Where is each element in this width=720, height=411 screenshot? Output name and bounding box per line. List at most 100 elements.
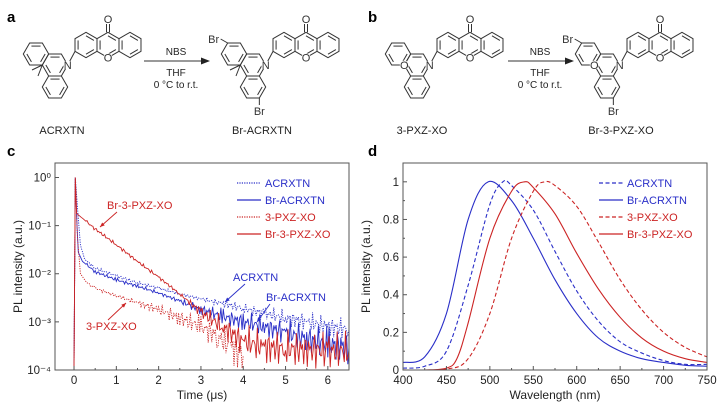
conditions-label: 0 °C to r.t. (518, 80, 563, 91)
methyl-bond (31, 64, 43, 71)
double-bond (305, 49, 315, 55)
y-tick-label: 0.4 (383, 290, 400, 302)
nitrogen-atom: N (262, 60, 270, 72)
double-bond (491, 49, 501, 55)
legend-entry: ACRXTN (627, 178, 672, 190)
series-line-br-acrxtn (403, 180, 707, 367)
benzene-ring (41, 75, 69, 99)
double-bond (637, 49, 647, 55)
xanthone-oxygen: O (104, 53, 113, 65)
carbonyl-oxygen-mask (655, 14, 665, 24)
x-axis-label: Time (μs) (177, 388, 227, 402)
y-tick-label: 10⁻² (28, 269, 51, 281)
legend-entry: 3-PXZ-XO (627, 212, 678, 224)
benzene-ring (118, 31, 142, 59)
legend-entry: Br-3-PXZ-XO (627, 229, 693, 241)
nitrogen-atom-mask (63, 60, 73, 70)
bromine-atom-mask (253, 104, 266, 117)
reagent-label: NBS (530, 47, 551, 58)
x-tick-label: 4 (240, 375, 247, 387)
carbonyl-oxygen: O (656, 14, 665, 26)
double-bond (469, 35, 479, 41)
benzene-ring (480, 31, 504, 59)
bromine-atom-mask (561, 33, 574, 46)
x-tick-label: 0 (71, 375, 77, 387)
legend-entry: ACRXTN (265, 178, 310, 190)
x-tick-label: 600 (567, 375, 586, 387)
double-bond (45, 86, 51, 96)
double-bond (611, 64, 617, 74)
double-bond (637, 35, 647, 41)
series-line-br-acrxtn (73, 177, 349, 370)
double-bond (447, 35, 457, 41)
series-line-3-pxz-xo (73, 177, 244, 370)
double-bond (469, 49, 479, 55)
phenoxazine-oxygen: O (590, 60, 599, 72)
pl-spectra-chart: 400 450 500 550 600 650 700 750 0 0.2 0.4 0.6 0.8 1 Wa… (359, 162, 717, 402)
y-tick-label: 10⁻³ (28, 317, 51, 329)
double-bond (129, 49, 139, 55)
double-bond (327, 49, 337, 55)
arrow-head-icon (565, 57, 574, 65)
curve-annotation: Br-3-PXZ-XO (107, 200, 173, 212)
double-bond (421, 64, 427, 74)
x-tick-label: 750 (697, 375, 716, 387)
pl-decay-chart: 0 1 2 3 4 5 6 10⁰ 10⁻¹ 10⁻² 10⁻³ 10⁻⁴ Time (μs) PL in… (11, 162, 350, 402)
double-bond (611, 86, 617, 96)
double-bond (283, 35, 293, 41)
double-bond (407, 86, 413, 96)
phenoxazine-oxygen: O (400, 60, 409, 72)
double-bond (26, 53, 32, 63)
legend-entry: Br-ACRXTN (627, 195, 687, 207)
x-tick-label: 650 (611, 375, 630, 387)
x-tick-label: 400 (393, 375, 412, 387)
series-line-br-3-pxz-xo (403, 181, 707, 370)
series-line-acrxtn (403, 179, 707, 369)
double-bond (257, 64, 263, 74)
bromine-atom-mask (607, 104, 620, 117)
benzene-ring (316, 31, 340, 59)
curve-annotation: Br-ACRXTN (266, 292, 326, 304)
double-bond (59, 86, 65, 96)
y-tick-label: 10⁻¹ (28, 221, 51, 233)
bromine-atom: Br (208, 34, 219, 46)
phenoxazine-oxygen-mask (589, 60, 599, 70)
panel-label-b: b (368, 9, 377, 26)
xanthone-oxygen-mask (301, 53, 311, 63)
double-bond (592, 53, 598, 63)
x-tick-label: 5 (282, 375, 288, 387)
double-bond (129, 35, 139, 41)
x-tick-label: 2 (155, 375, 161, 387)
solvent-label: THF (530, 68, 549, 79)
double-bond (243, 64, 249, 74)
double-bond (59, 64, 65, 74)
arrow-head-icon (201, 57, 210, 65)
bond (574, 38, 582, 44)
y-axis-label: PL intensity (a.u.) (359, 220, 373, 313)
bromine-atom-mask (207, 33, 220, 46)
reactant-name: 3-PXZ-XO (397, 125, 448, 137)
y-tick-label: 10⁻⁴ (27, 365, 51, 377)
benzene-ring (670, 31, 694, 59)
carbonyl-oxygen: O (466, 14, 475, 26)
double-bond (243, 86, 249, 96)
carbonyl-oxygen-mask (301, 14, 311, 24)
curve-annotation: 3-PXZ-XO (86, 321, 137, 333)
arrow-head-icon (257, 317, 262, 322)
double-bond (681, 49, 691, 55)
molecule-structure: N O O O (384, 14, 504, 99)
panel-label-d: d (368, 143, 377, 160)
xanthone-oxygen: O (656, 53, 665, 65)
double-bond (107, 35, 117, 41)
bond (220, 38, 228, 44)
solvent-label: THF (166, 68, 185, 79)
reagent-label: NBS (166, 47, 187, 58)
double-bond (388, 53, 394, 63)
xanthone-oxygen: O (302, 53, 311, 65)
y-tick-label: 10⁰ (34, 172, 52, 184)
carbonyl-oxygen: O (302, 14, 311, 26)
